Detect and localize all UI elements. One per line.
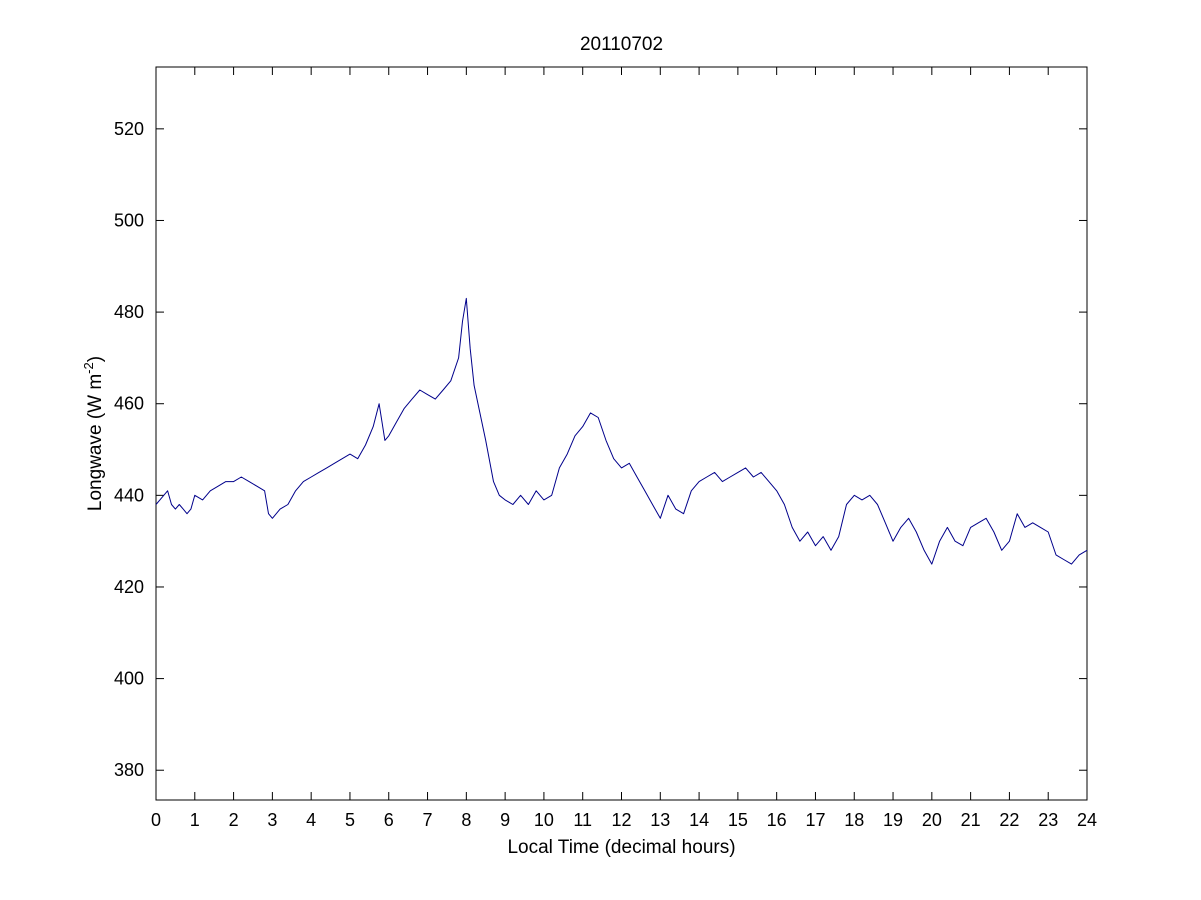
x-tick-label: 20 xyxy=(922,810,942,830)
x-tick-label: 13 xyxy=(650,810,670,830)
x-tick-label: 1 xyxy=(190,810,200,830)
y-tick-label: 460 xyxy=(114,394,144,414)
axis-ticks: 0 1 2 3 4 5 6 7 8 9 10 11 12 13 14 15 16 17 18 19 20 21 22 23 24… xyxy=(114,67,1097,830)
x-tick-label: 14 xyxy=(689,810,709,830)
y-axis-title-main: Longwave (W m xyxy=(85,374,106,511)
x-tick-label: 17 xyxy=(805,810,825,830)
x-tick-label: 7 xyxy=(423,810,433,830)
y-tick-label: 380 xyxy=(114,760,144,780)
x-tick-label: 18 xyxy=(844,810,864,830)
y-tick-label: 400 xyxy=(114,669,144,689)
x-tick-label: 15 xyxy=(728,810,748,830)
x-tick-label: 2 xyxy=(229,810,239,830)
y-tick-label: 500 xyxy=(114,210,144,230)
x-tick-label: 19 xyxy=(883,810,903,830)
y-tick-label: 420 xyxy=(114,577,144,597)
x-tick-label: 23 xyxy=(1038,810,1058,830)
x-tick-label: 9 xyxy=(500,810,510,830)
x-tick-label: 8 xyxy=(461,810,471,830)
y-tick-label: 440 xyxy=(114,485,144,505)
y-tick-label: 480 xyxy=(114,302,144,322)
y-axis-title-close: ) xyxy=(85,356,106,362)
x-tick-label: 11 xyxy=(573,810,592,830)
x-tick-label: 3 xyxy=(267,810,277,830)
x-tick-label: 0 xyxy=(151,810,161,830)
x-axis-title: Local Time (decimal hours) xyxy=(507,837,735,858)
y-axis-title: Longwave (W m-2) xyxy=(81,356,106,511)
x-tick-label: 22 xyxy=(999,810,1019,830)
y-tick-label: 520 xyxy=(114,119,144,139)
x-tick-label: 24 xyxy=(1077,810,1097,830)
x-tick-label: 12 xyxy=(611,810,631,830)
x-tick-label: 4 xyxy=(306,810,316,830)
x-tick-label: 5 xyxy=(345,810,355,830)
plot-frame xyxy=(155,66,1088,801)
series-line-0 xyxy=(155,297,1088,565)
x-tick-label: 6 xyxy=(384,810,394,830)
y-axis-title-superscript: -2 xyxy=(81,362,96,374)
x-tick-label: 16 xyxy=(767,810,787,830)
x-tick-label: 21 xyxy=(961,810,981,830)
chart-title: 20110702 xyxy=(580,34,663,55)
x-tick-label: 10 xyxy=(534,810,554,830)
series-layer xyxy=(155,297,1088,565)
